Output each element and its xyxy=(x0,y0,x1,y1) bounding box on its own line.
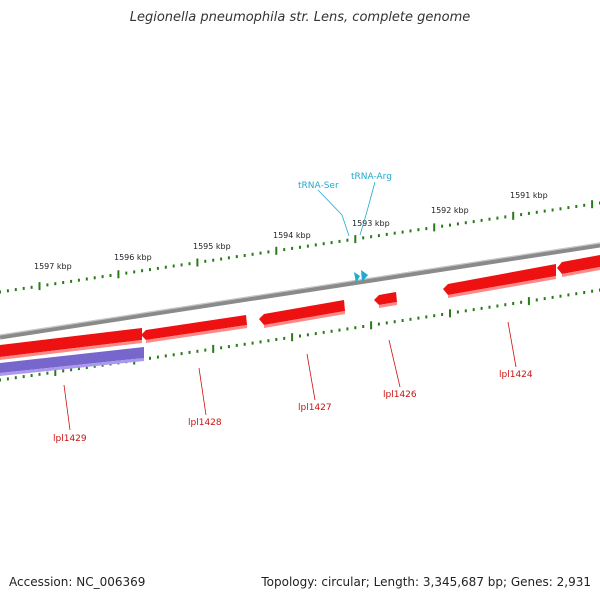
trna-labels xyxy=(317,181,376,237)
ruler-labels: 1597 kbp 1596 kbp 1595 kbp 1594 kbp 1593… xyxy=(34,191,548,271)
trna-label: tRNA-Ser xyxy=(298,181,339,191)
gene-label: lpl1426 xyxy=(383,390,417,400)
genome-title: Legionella pneumophila str. Lens, comple… xyxy=(129,10,471,25)
ruler-label: 1597 kbp xyxy=(34,262,72,271)
ruler-label: 1594 kbp xyxy=(273,231,311,240)
ruler-label: 1591 kbp xyxy=(510,191,548,200)
ruler-label: 1593 kbp xyxy=(352,219,390,228)
ruler-label: 1595 kbp xyxy=(193,242,231,251)
gene-leader-lines xyxy=(63,321,517,431)
trna-ser-marker[interactable] xyxy=(354,272,360,283)
ruler-label: 1592 kbp xyxy=(431,206,469,215)
trna-label: tRNA-Arg xyxy=(351,172,392,182)
gene-label: lpl1424 xyxy=(499,370,533,380)
accession-text: Accession: NC_006369 xyxy=(9,575,146,589)
trna-arg-marker[interactable] xyxy=(361,270,368,282)
gene-lpl1428[interactable] xyxy=(141,315,247,343)
genome-backbone-highlight xyxy=(0,242,600,336)
ruler-lower-ticks xyxy=(0,288,600,382)
gene-lpl1424[interactable] xyxy=(443,264,556,298)
genome-backbone xyxy=(0,242,600,340)
ruler-upper-ticks xyxy=(0,200,600,294)
gene-label: lpl1428 xyxy=(188,418,222,428)
gene-lpl1429[interactable] xyxy=(0,347,144,376)
gene-lpl1429-fwd[interactable] xyxy=(0,328,142,360)
trna-markers[interactable] xyxy=(354,270,368,283)
gene-lpl1426[interactable] xyxy=(374,292,397,308)
gene-lpl1427[interactable] xyxy=(259,300,345,328)
ruler-label: 1596 kbp xyxy=(114,253,152,262)
gene-label: lpl1427 xyxy=(298,403,332,413)
gene-next[interactable] xyxy=(557,255,600,277)
forward-genes xyxy=(0,255,600,360)
gene-label: lpl1429 xyxy=(53,434,87,444)
genome-summary: Topology: circular; Length: 3,345,687 bp… xyxy=(261,575,591,589)
